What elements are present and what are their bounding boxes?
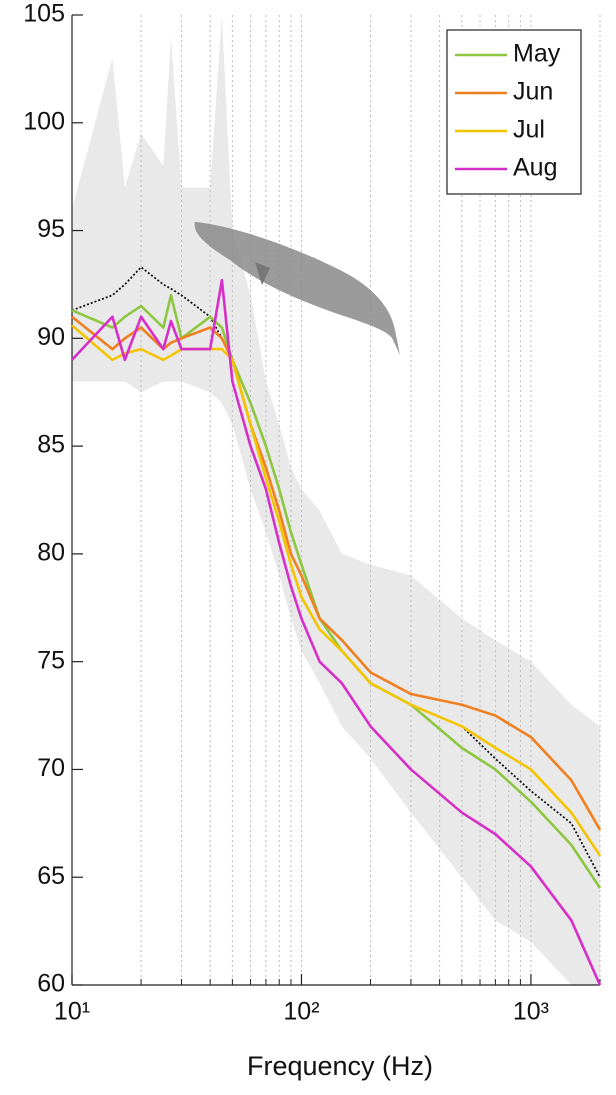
- range-band: [72, 15, 600, 985]
- series-line: [71, 293, 602, 889]
- x-axis-label: Frequency (Hz): [247, 1051, 433, 1081]
- y-tick-label: 85: [37, 431, 65, 459]
- plot-background: [71, 14, 602, 986]
- y-tick-label: 65: [37, 862, 65, 890]
- x-tick-label: 10¹: [54, 998, 90, 1026]
- series-line: [71, 278, 602, 986]
- y-tick-label: 80: [37, 538, 65, 566]
- y-tick-label: 75: [37, 646, 65, 674]
- y-tick-label: 105: [23, 0, 65, 28]
- whale-illustration: [194, 222, 400, 355]
- legend-label: May: [513, 40, 561, 68]
- y-tick-label: 70: [37, 754, 65, 782]
- y-tick-label: 90: [37, 323, 65, 351]
- x-tick-label: 10³: [513, 998, 549, 1026]
- x-tick-label: 10²: [283, 998, 319, 1026]
- legend-label: Aug: [513, 154, 557, 182]
- y-tick-label: 100: [23, 107, 65, 135]
- legend-label: Jul: [513, 116, 545, 144]
- y-tick-label: 60: [37, 970, 65, 998]
- legend-label: Jun: [513, 78, 553, 106]
- series-line: [71, 266, 601, 878]
- y-tick-label: 95: [37, 215, 65, 243]
- legend: May Jun Jul Aug: [446, 29, 582, 195]
- series-line: [71, 324, 602, 857]
- legend-box: [446, 29, 582, 195]
